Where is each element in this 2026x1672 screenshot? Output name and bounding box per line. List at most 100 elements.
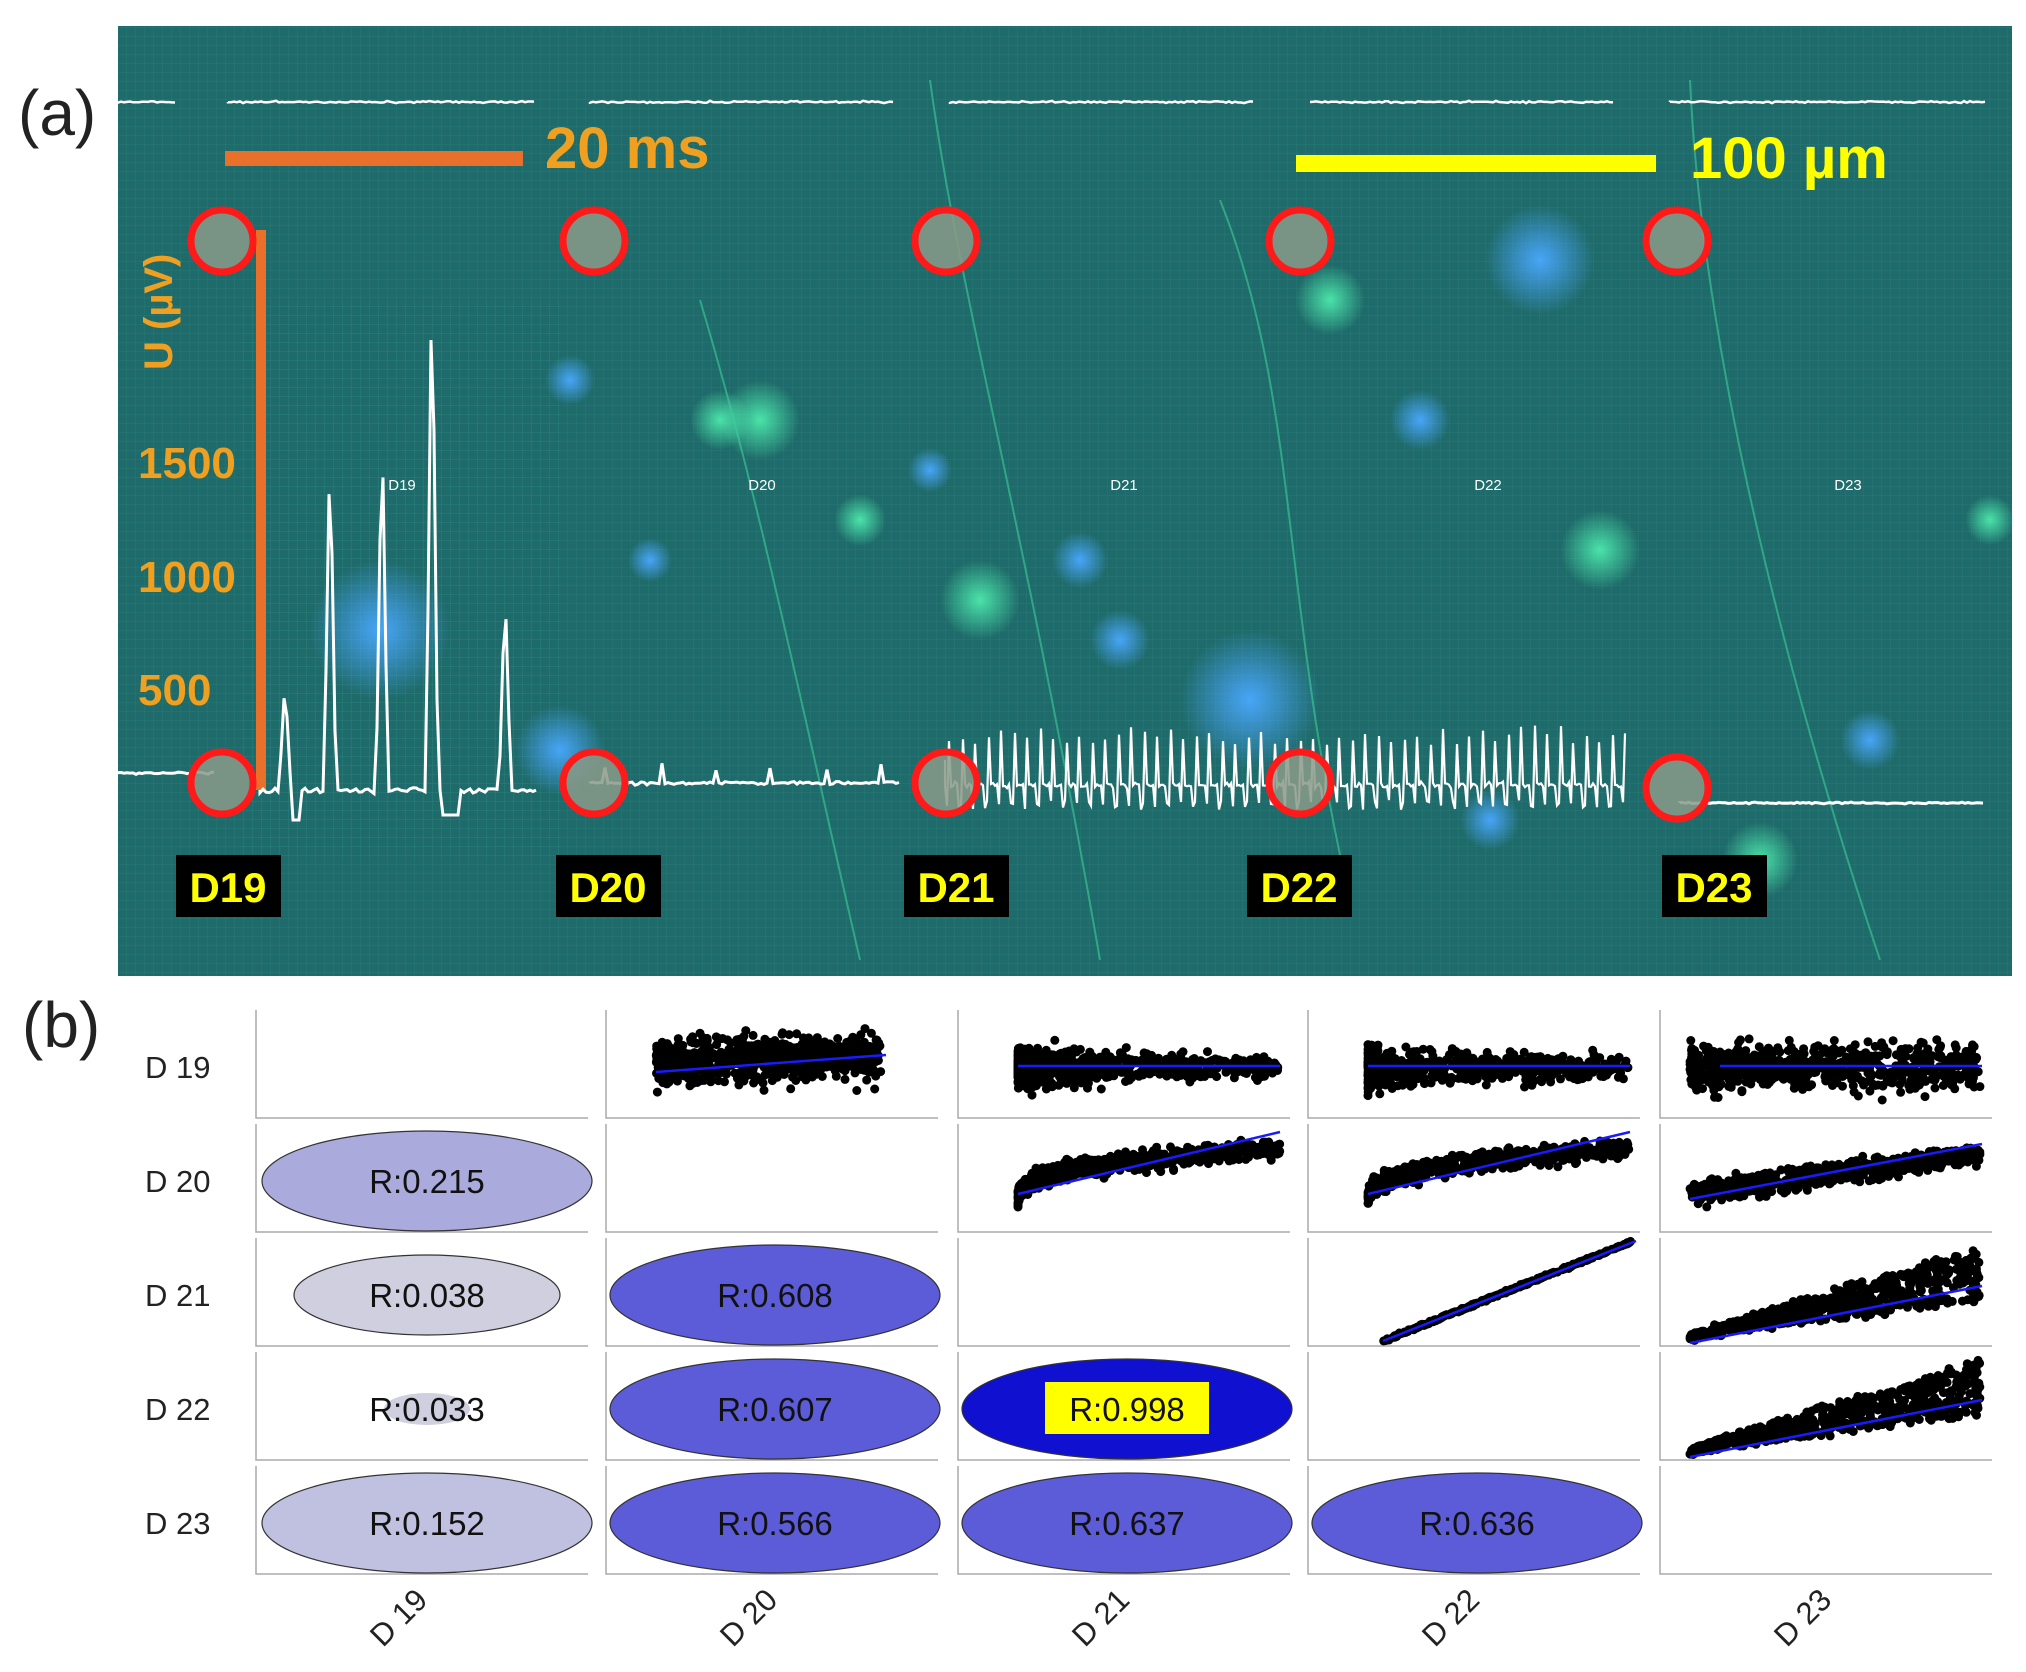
scatter-point [1426,1078,1436,1088]
fit-line [1382,1239,1637,1343]
electrode-label-D20: D20 [569,864,646,911]
scatter-point [1733,1191,1743,1201]
scatter-point [1098,1162,1108,1172]
scatter-point [1121,1043,1131,1053]
scatter-point [1790,1072,1800,1082]
scatter-point [1916,1037,1926,1047]
scatter-point [1405,1049,1414,1059]
scatter-point [1556,1152,1565,1162]
scatter-point [1183,1142,1193,1152]
scatter-point [1083,1155,1093,1164]
scatter-point [1013,1083,1023,1093]
scatter-point [1921,1059,1931,1069]
scatter-point [1963,1157,1973,1167]
scatter-point [1386,1066,1396,1076]
scatter-point [1957,1147,1967,1157]
scatter-point [1579,1148,1589,1158]
scatter-point [1714,1057,1724,1067]
scatter-point [1556,1074,1565,1084]
scatter-point [859,1065,869,1075]
scatter-point [1908,1071,1918,1081]
scatter-point [862,1075,872,1085]
scatter-point [1475,1148,1485,1158]
cell-axis [1307,1466,1640,1575]
scatter-point [789,1069,799,1079]
scatter-point [1772,1069,1782,1079]
scatter-point [1520,1082,1529,1092]
scatter-point [1827,1045,1837,1055]
cell-axis [255,1010,588,1119]
scatter-point [1106,1068,1116,1078]
scatter-point [856,1030,866,1040]
scatter-point [699,1075,709,1085]
cell-axis [1659,1010,1992,1119]
cell-axis [1659,1352,1992,1461]
scatter-point [1555,1055,1565,1065]
scatter-point [738,1048,748,1057]
scatter-point [1713,1093,1723,1102]
scatter-point [1013,1199,1023,1209]
scatter-point [1709,1083,1719,1093]
scatter-point [1027,1178,1037,1188]
electrode-label-box [556,855,661,917]
scatter-point [1871,1057,1881,1067]
scatter-point [840,1074,850,1084]
scatter-point [1807,1080,1817,1090]
voltage-axis-title: U (µV) [137,254,181,370]
electrode-rings [187,206,1712,823]
scatter-point [1467,1059,1477,1069]
correlation-label: R:0.998 [1069,1391,1185,1428]
cell-axis [1307,1352,1640,1461]
scatter-point [1426,1163,1436,1173]
scatter-point [1754,1173,1764,1182]
scatter-point [1863,1037,1873,1047]
scatter-point [1083,1083,1092,1093]
scatter-point [1794,1050,1804,1059]
col-label-D21: D 21 [1065,1582,1136,1653]
fit-line [1689,1142,1983,1201]
scatter-point [1216,1147,1226,1157]
scatter-point [1096,1084,1106,1094]
scatter-point [1813,1041,1823,1051]
electrode-label-box [1247,855,1352,917]
scatter-point [1614,1052,1624,1062]
scatter-point [1828,1081,1837,1090]
scatter-point [1572,1157,1582,1167]
scatter-point [1166,1142,1175,1152]
electrode-ring-D19-top [187,206,257,276]
scatter-point [1420,1079,1429,1089]
scatter-point [1235,1066,1245,1075]
scatter-point [1451,1046,1461,1056]
scatter-point [1690,1045,1700,1055]
trace-label-D20: D20 [748,477,776,494]
scatter-point [1720,1069,1730,1079]
scatter-point [759,1085,769,1095]
scatter-point [1205,1057,1215,1067]
scatter-point [1798,1084,1808,1094]
scatter-point [1185,1077,1195,1087]
scatter-point [1097,1063,1107,1073]
scatter-point [1972,1156,1982,1166]
scatter-point [1504,1072,1514,1082]
scatter-point [1392,1072,1402,1082]
cell-glow [940,560,1020,640]
scatter-point [1485,1151,1495,1161]
correlation-matrix: D 19D 20D 21D 22D 23D 19 D 20 D 21 D 22 D 23… [145,1010,1992,1653]
scatter-point [1918,1073,1928,1083]
scatter-point [1428,1051,1438,1061]
scatter-point [1041,1045,1051,1055]
scatter-point [1565,1072,1575,1082]
scatter-point [1967,1046,1977,1056]
scatter-point [1687,1188,1697,1198]
electrode-ring-D20-top [559,206,629,276]
scatter-point [1477,1167,1486,1176]
cell-axis [605,1010,938,1119]
scatter-point [1614,1139,1624,1149]
scatter-point [1734,1038,1744,1047]
scatter-point [1204,1159,1213,1169]
scatter-point [818,1040,828,1050]
scatter-point [1120,1151,1129,1161]
scatter-point [819,1059,829,1069]
scatter-point [1154,1053,1163,1063]
